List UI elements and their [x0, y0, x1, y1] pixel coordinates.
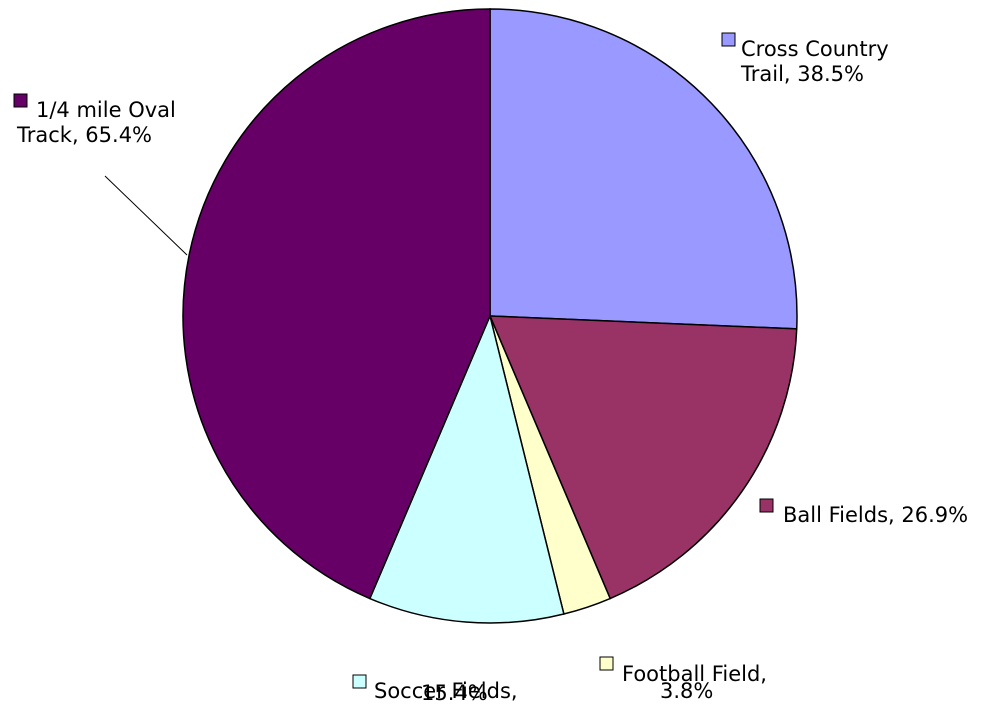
data-label-line-2: Track, 65.4%: [16, 123, 152, 147]
pie-slice-soccer-fields: [368, 313, 565, 624]
data-label-soccer-fields: Soccer Fields,15.4%: [352, 674, 518, 705]
data-label-line-1: Soccer Fields,: [374, 679, 518, 703]
data-label-line-1: Football Field,: [622, 662, 767, 686]
data-label-ball-fields: Ball Fields, 26.9%: [759, 498, 968, 527]
pie-slices: [182, 8, 798, 624]
pie-slice-ball-fields: [488, 315, 798, 600]
data-label-line-2: Trail, 38.5%: [740, 62, 864, 86]
legend-key-swatch: [759, 498, 774, 513]
pie-slice-cross-country-trail: [489, 8, 798, 330]
pie-slice-1-4-mile-oval-track: [182, 8, 491, 600]
legend-key-swatch: [352, 674, 367, 689]
legend-key-swatch: [599, 656, 614, 671]
data-label-line-2: 3.8%: [660, 679, 713, 703]
data-label-line-2: 15.4%: [421, 681, 488, 705]
data-label-football-field: Football Field,3.8%: [599, 656, 767, 703]
data-label-line-1: Cross Country: [741, 37, 889, 61]
leader-line-oval-track: [104, 175, 188, 256]
legend-key-swatch: [13, 93, 28, 108]
legend-key-swatch: [721, 32, 736, 47]
data-label-line-1: 1/4 mile Oval: [36, 98, 176, 122]
data-label-line-1: Ball Fields, 26.9%: [783, 503, 968, 527]
